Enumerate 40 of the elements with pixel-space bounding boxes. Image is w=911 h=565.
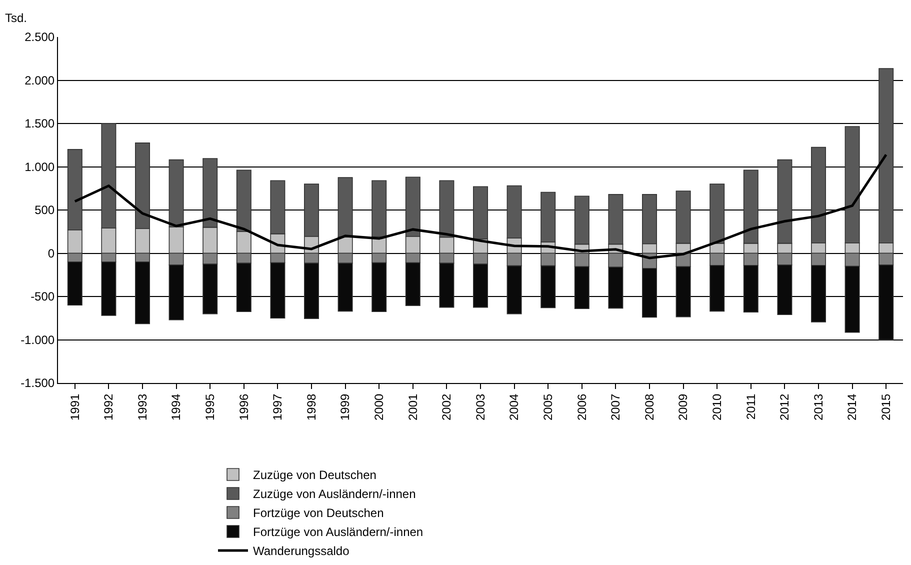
y-tick-label: -500 <box>30 290 55 304</box>
x-tick-label: 2003 <box>473 393 488 421</box>
x-tick-label: 2004 <box>507 393 522 421</box>
y-tick-label: -1.500 <box>20 376 55 390</box>
x-tick-label: 2002 <box>440 393 454 421</box>
x-tick-label: 2012 <box>778 393 792 421</box>
x-tick-label: 1995 <box>203 393 217 421</box>
x-tick-label: 2007 <box>608 393 623 421</box>
legend-label: Zuzüge von Ausländern/-innen <box>253 487 416 502</box>
x-tick-label: 1997 <box>270 393 285 421</box>
x-tick-label: 2006 <box>574 393 589 421</box>
y-tick-label: 1.000 <box>24 160 55 174</box>
x-tick-label: 1993 <box>135 393 150 421</box>
y-tick-label: 2.000 <box>24 73 55 88</box>
y-tick-label: 500 <box>34 203 55 218</box>
y-tick-label: 2.500 <box>24 30 55 44</box>
x-tick-label: 1992 <box>102 393 116 421</box>
y-tick-label: -1.000 <box>20 332 55 347</box>
y-tick-label: 0 <box>48 246 55 260</box>
x-tick-label: 2013 <box>811 393 826 421</box>
x-tick-label: 1994 <box>169 393 184 421</box>
x-tick-label: 2014 <box>845 393 860 421</box>
x-tick-label: 2005 <box>541 393 555 421</box>
x-tick-label: 2010 <box>710 393 724 421</box>
x-tick-label: 2000 <box>372 393 386 421</box>
legend-label: Fortzüge von Deutschen <box>253 506 384 520</box>
x-tick-label: 2015 <box>879 393 893 421</box>
x-tick-label: 2001 <box>406 393 420 421</box>
x-tick-label: 1991 <box>68 393 82 421</box>
x-tick-label: 2008 <box>642 393 656 421</box>
y-tick-label: 1.500 <box>24 116 55 131</box>
legend-label: Fortzüge von Ausländern/-innen <box>253 525 424 540</box>
x-tick-label: 1998 <box>304 393 318 421</box>
x-tick-label: 1996 <box>236 393 251 421</box>
x-tick-label: 2011 <box>744 393 758 420</box>
legend-label: Zuzüge von Deutschen <box>253 468 376 482</box>
legend-label: Wanderungssaldo <box>253 544 350 558</box>
x-tick-label: 1999 <box>338 393 352 421</box>
y-axis-title: Tsd. <box>5 11 28 25</box>
x-tick-label: 2009 <box>676 393 690 421</box>
